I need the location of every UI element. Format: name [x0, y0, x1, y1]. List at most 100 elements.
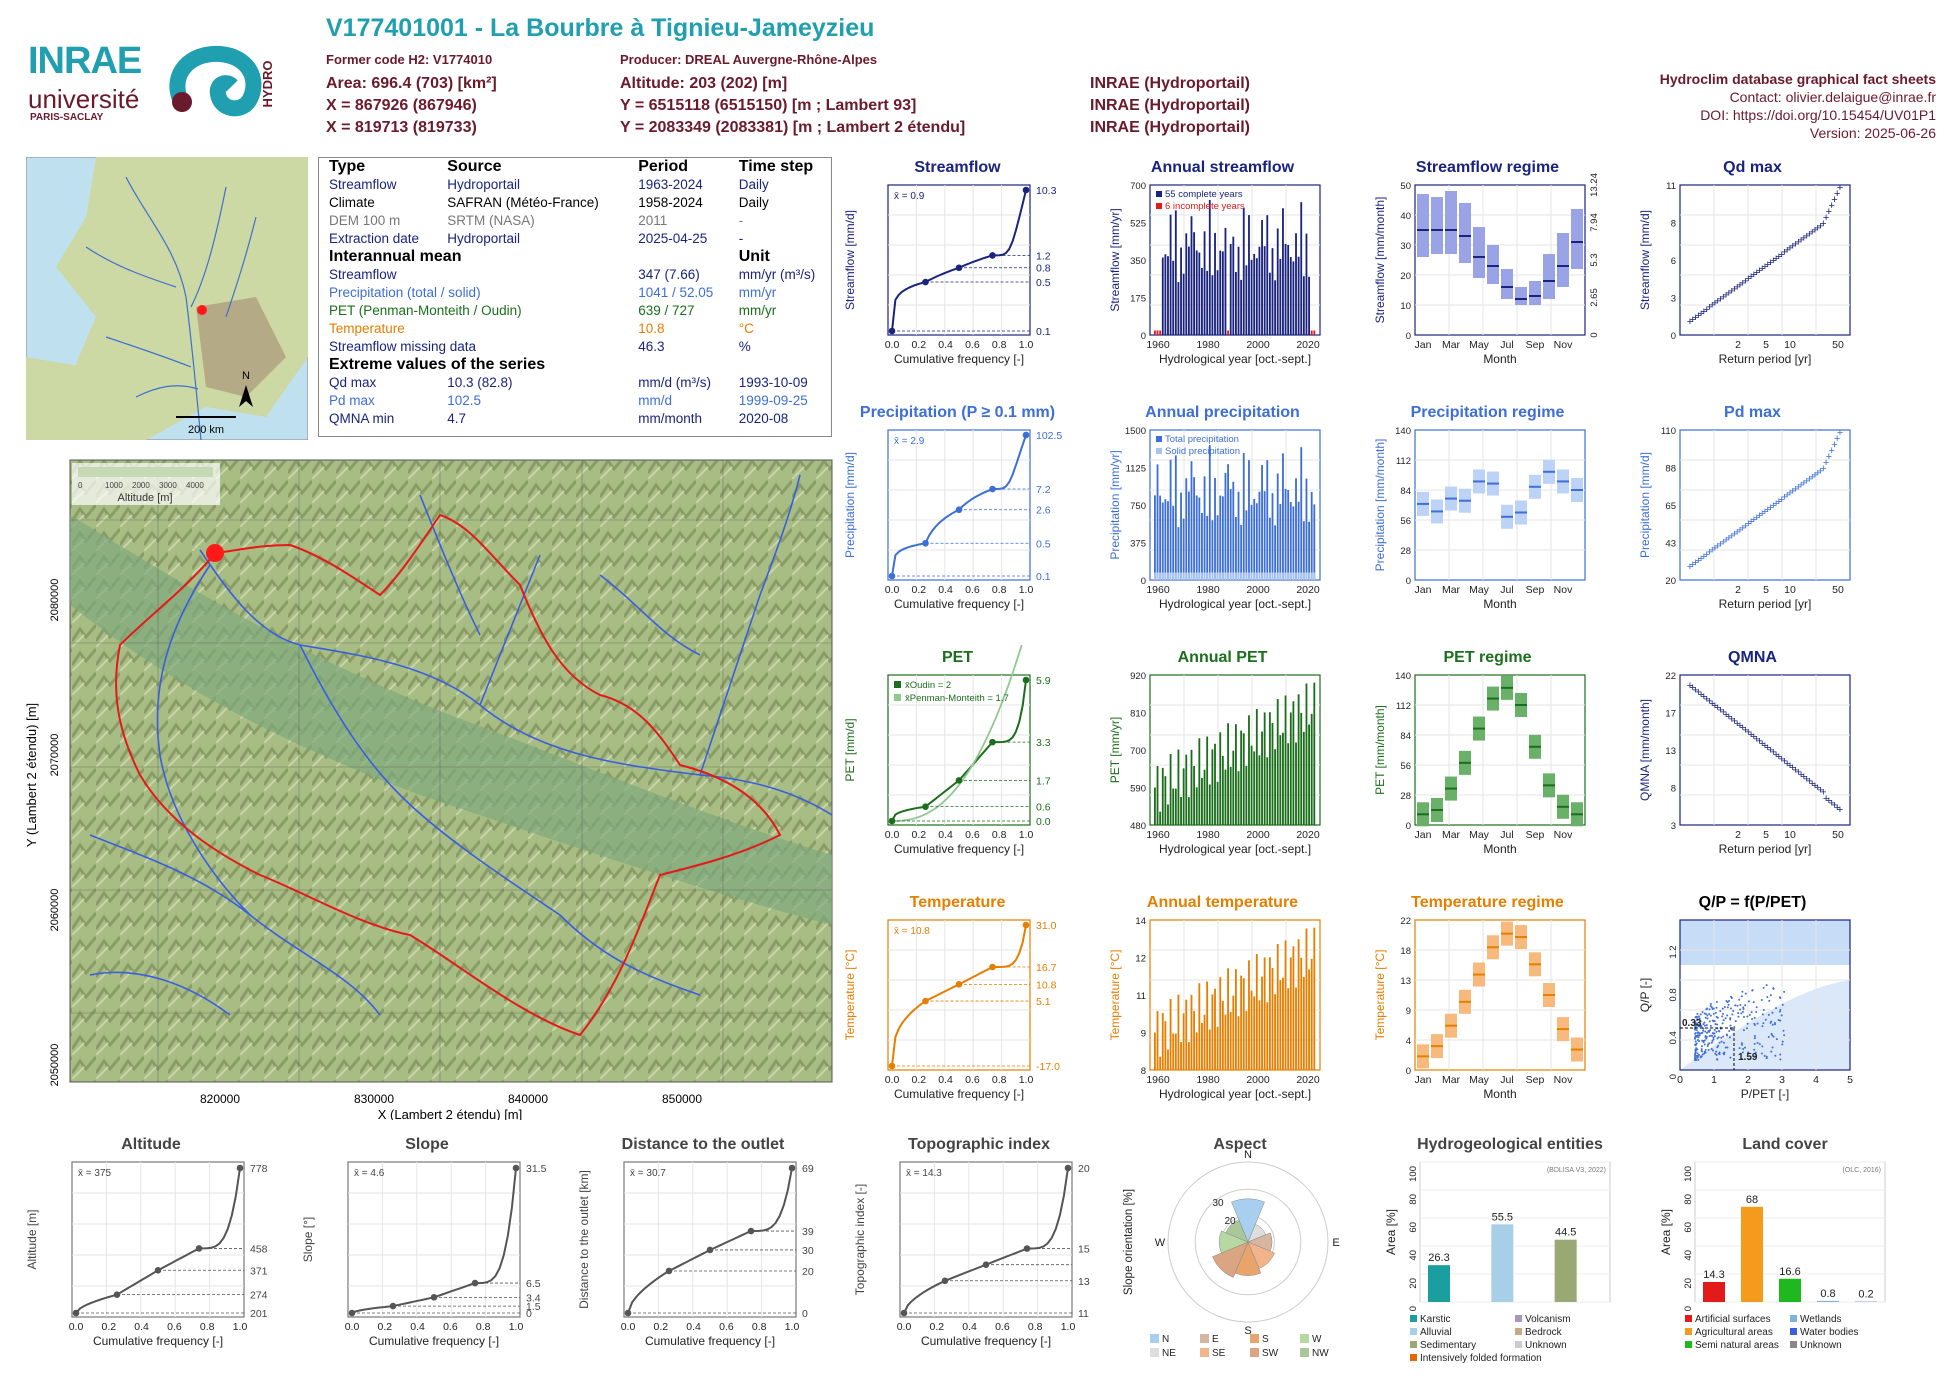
solid-bar [1217, 573, 1219, 581]
x-tick: 2020 [1296, 1074, 1320, 1086]
annual-bar [1248, 715, 1250, 825]
legend-label: Solid precipitation [1165, 446, 1240, 457]
annual-bar [1295, 233, 1297, 335]
y-axis-label: Area [%] [1384, 1209, 1398, 1255]
annual-bar [1180, 493, 1182, 580]
qp-point [1701, 1048, 1703, 1050]
source-3: INRAE (Hydroportail) [1090, 119, 1250, 137]
y-tick: 140 [1395, 426, 1411, 437]
qp-point [1697, 1032, 1699, 1034]
pd_max-chart: Pd max++++++++++++++++++++++++++++++++++… [1635, 400, 1870, 645]
x-axis-label: Cumulative frequency [-] [894, 1087, 1024, 1101]
x-tick: 0.2 [929, 1321, 944, 1333]
annual-bar [1245, 1011, 1247, 1070]
qp-point [1771, 1012, 1773, 1014]
solid-bar [1227, 573, 1229, 581]
qp-point [1697, 1052, 1699, 1054]
y-tick: 0 [1668, 1074, 1679, 1079]
y-tick: 20 [1683, 1278, 1694, 1289]
legend-label: NE [1162, 1348, 1176, 1359]
annual-bar [1164, 1021, 1166, 1070]
mean-row: Precipitation (total / solid)1041 / 52.0… [319, 284, 831, 302]
fdc-right-label: 0.1 [1036, 571, 1051, 583]
annual-bar [1313, 928, 1315, 1070]
fdc-right-label: 10.8 [1036, 979, 1057, 991]
qp-point [1726, 1015, 1728, 1017]
x-tick: 50 [1832, 584, 1844, 596]
annual-bar [1285, 695, 1287, 825]
fdc-right-label: 102.5 [1036, 430, 1062, 442]
plot-frame [888, 920, 1030, 1070]
annual-bar [1240, 976, 1242, 1070]
solid-bar [1230, 573, 1232, 581]
solid-bar [1269, 573, 1271, 581]
solid-bar [1248, 573, 1250, 581]
svg-text:850000: 850000 [662, 1092, 702, 1106]
qp-point [1781, 1014, 1783, 1016]
y-tick: 40 [1408, 1250, 1419, 1261]
qp-point [1706, 1024, 1708, 1026]
fdc-right-label: 0 [526, 1308, 532, 1320]
qp-point [1765, 1019, 1767, 1021]
x-tick: Sep [1526, 829, 1545, 841]
annual-bar [1222, 496, 1224, 580]
annual-bar [1162, 1013, 1164, 1070]
mean-label: x̄ = 10.8 [894, 926, 930, 937]
annual-bar [1196, 1032, 1198, 1070]
y-tick: 0.4 [1668, 1031, 1679, 1044]
solid-bar [1292, 573, 1294, 581]
x-tick: 0.4 [686, 1321, 701, 1333]
annual-bar [1303, 276, 1305, 335]
chart-title: Hydrogeological entities [1417, 1136, 1603, 1153]
annual-bar [1300, 713, 1302, 825]
qp-point [1722, 1022, 1724, 1024]
legend-swatch [1790, 1315, 1797, 1322]
qp-point [1716, 1001, 1718, 1003]
y-tick: 18 [1400, 946, 1411, 957]
x-tick: Sep [1526, 1074, 1545, 1086]
qp-point [1710, 1003, 1712, 1005]
altitude: Altitude: 203 (202) [m] [620, 75, 787, 93]
y-tick: 750 [1130, 501, 1146, 512]
solid-bar [1251, 573, 1253, 581]
qp-point [1741, 995, 1743, 997]
qp-point [1763, 987, 1765, 989]
qp-point [1779, 1009, 1781, 1011]
contact[interactable]: Contact: olivier.delaigue@inrae.fr [1660, 88, 1936, 106]
chart-title: Altitude [121, 1136, 181, 1153]
regime-box [1543, 254, 1555, 299]
legend-swatch [1685, 1315, 1692, 1322]
svg-text:830000: 830000 [354, 1092, 394, 1106]
legend-swatch [1410, 1354, 1417, 1361]
annual-bar [1279, 259, 1281, 335]
fdc-right-label: 2.6 [1036, 505, 1051, 517]
annual-bar [1175, 455, 1177, 580]
dir-label: E [1332, 1237, 1339, 1249]
doi[interactable]: DOI: https://doi.org/10.15454/UV01P1 [1660, 106, 1936, 124]
y-axis-label: Streamflow [mm/yr] [1108, 208, 1122, 311]
qp-point [1741, 1042, 1743, 1044]
category-bar [1491, 1224, 1513, 1302]
y-tick: 1.2 [1668, 945, 1679, 958]
annual-bar [1308, 522, 1310, 580]
qp-point [1729, 1036, 1731, 1038]
qp-point [1700, 1055, 1702, 1057]
qp-point [1781, 1043, 1783, 1045]
plot-frame [72, 1162, 244, 1317]
mean-label: x̄ = 30.7 [630, 1168, 666, 1179]
version: Version: 2025-06-26 [1660, 124, 1936, 142]
qp-point [1712, 1049, 1714, 1051]
qp-point [1751, 1011, 1753, 1013]
qp-point [1727, 1006, 1729, 1008]
solid-bar [1295, 573, 1297, 581]
annual-bar [1157, 766, 1159, 825]
y-tick: 4 [1406, 1036, 1411, 1047]
legend-label: S [1262, 1334, 1269, 1345]
